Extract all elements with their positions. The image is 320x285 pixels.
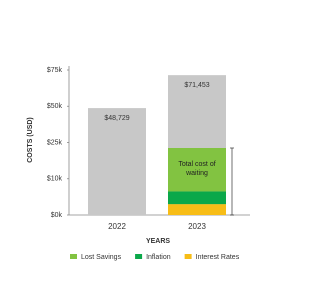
legend-label: Inflation xyxy=(146,254,171,261)
bar xyxy=(88,108,146,215)
legend-label: Lost Savings xyxy=(81,254,122,261)
y-axis-title: COSTS (USD) xyxy=(27,117,34,163)
page: COSTS (USD) YEARS $0k $10k $25k $50k $75k 202… xyxy=(27,66,250,261)
y-tick-label: $0k xyxy=(51,212,63,219)
legend-swatch xyxy=(184,254,192,259)
y-tick-label: $50k xyxy=(47,103,63,110)
y-tick-label: $25k xyxy=(47,139,63,146)
y-tick-label: $10k xyxy=(47,176,63,183)
bar-segment xyxy=(168,191,226,205)
x-axis-title: YEARS xyxy=(146,238,170,245)
x-tick-label: 2023 xyxy=(188,222,206,231)
chart: COSTS (USD) YEARS $0k $10k $25k $50k $75k 202… xyxy=(27,66,250,261)
y-tick-label: $75k xyxy=(47,67,63,74)
legend-swatch xyxy=(70,254,77,259)
value-label: $71,453 xyxy=(184,82,209,89)
bar-segment xyxy=(168,148,226,192)
legend-swatch xyxy=(135,254,143,259)
value-label: $48,729 xyxy=(104,115,129,122)
bar-segment xyxy=(168,204,226,215)
x-tick-label: 2022 xyxy=(108,222,126,231)
legend-label: Interest Rates xyxy=(196,254,240,261)
annotation: Total cost of waiting xyxy=(178,161,216,177)
